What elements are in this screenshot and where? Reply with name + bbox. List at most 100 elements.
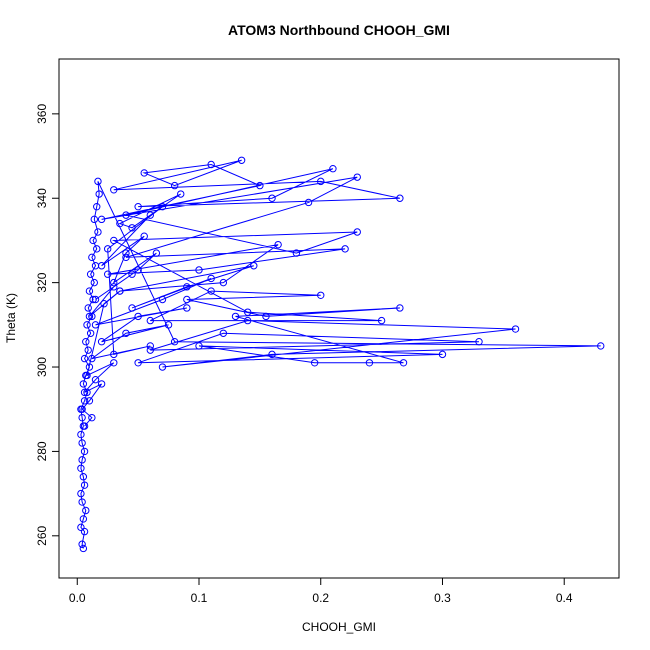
data-point [91, 295, 100, 304]
data-point [79, 380, 88, 388]
data-point [83, 388, 91, 397]
data-point [78, 498, 86, 506]
data-point [91, 321, 100, 329]
data-point [317, 177, 325, 186]
data-point [83, 321, 91, 329]
data-point [183, 283, 191, 291]
data-point [475, 338, 483, 346]
data-point [152, 249, 161, 257]
data-point [94, 228, 102, 236]
chart-title: ATOM3 Northbound CHOOH_GMI [228, 22, 450, 38]
data-point [146, 342, 155, 350]
data-point [195, 266, 203, 274]
data-point [104, 270, 112, 278]
data-point [116, 219, 124, 228]
data-point [158, 202, 167, 211]
data-point [85, 363, 94, 371]
x-tick-label: 0.1 [191, 591, 208, 605]
y-tick-label: 340 [35, 188, 49, 208]
data-point [79, 544, 88, 553]
data-point [80, 481, 89, 489]
data-point [97, 380, 106, 388]
data-point [341, 245, 349, 253]
data-point [97, 338, 106, 346]
data-point [104, 245, 112, 253]
data-point [110, 359, 118, 367]
data-point [304, 198, 313, 207]
data-point [77, 464, 85, 472]
data-point [177, 190, 185, 198]
data-point [399, 359, 408, 367]
data-point [158, 295, 167, 304]
data-point [83, 371, 91, 380]
data-point [89, 295, 97, 304]
data-point [183, 295, 191, 304]
data-point [317, 291, 325, 299]
x-tick-label: 0.0 [69, 591, 86, 605]
y-tick-label: 260 [35, 525, 49, 545]
data-point [82, 506, 90, 515]
data-point [80, 447, 89, 456]
data-point [88, 413, 96, 422]
data-point [88, 253, 96, 262]
data-point [219, 278, 228, 287]
y-tick-label: 320 [35, 272, 49, 292]
data-point [78, 456, 86, 464]
data-point [207, 287, 215, 295]
data-point [244, 308, 252, 316]
data-point [80, 388, 89, 397]
data-point [134, 202, 142, 211]
data-point [262, 312, 270, 321]
series-layer [77, 156, 605, 553]
data-point [329, 165, 337, 173]
data-point [396, 304, 404, 312]
data-point [170, 181, 179, 190]
data-point [86, 329, 95, 337]
data-point [231, 312, 240, 321]
data-point [250, 262, 258, 270]
y-tick-label: 300 [35, 357, 49, 377]
x-axis: 0.0 0.1 0.2 0.3 0.4 [69, 577, 573, 605]
x-axis-label: CHOOH_GMI [302, 620, 376, 634]
data-point [310, 359, 319, 367]
data-point [116, 287, 124, 295]
data-point [110, 278, 118, 287]
data-point [77, 430, 85, 439]
x-tick-label: 0.3 [434, 591, 451, 605]
data-point [84, 346, 92, 354]
data-point [88, 312, 96, 321]
data-point [80, 397, 89, 405]
data-point [140, 169, 148, 177]
data-point [78, 540, 86, 548]
data-point [78, 413, 86, 422]
data-point [77, 489, 85, 498]
data-point [597, 342, 605, 350]
data-point [438, 350, 447, 359]
data-point [353, 228, 361, 236]
data-point [89, 236, 97, 245]
data-point [292, 249, 301, 257]
data-point [146, 346, 155, 354]
data-point [93, 245, 101, 253]
data-point [134, 359, 142, 367]
data-point [93, 202, 101, 211]
data-point [128, 304, 136, 312]
data-point [97, 262, 106, 270]
series-line [80, 159, 601, 549]
data-point [134, 312, 142, 321]
plot-frame [58, 58, 620, 579]
data-point [110, 350, 118, 359]
data-point [140, 232, 148, 240]
data-point [85, 287, 94, 295]
data-point [80, 354, 89, 363]
data-point [207, 160, 215, 169]
data-point [110, 236, 118, 245]
data-point [183, 304, 191, 312]
data-point [122, 249, 130, 257]
data-point [268, 194, 276, 202]
data-point [122, 211, 130, 219]
data-point [256, 181, 264, 190]
data-point [237, 156, 246, 164]
data-point [158, 363, 167, 371]
